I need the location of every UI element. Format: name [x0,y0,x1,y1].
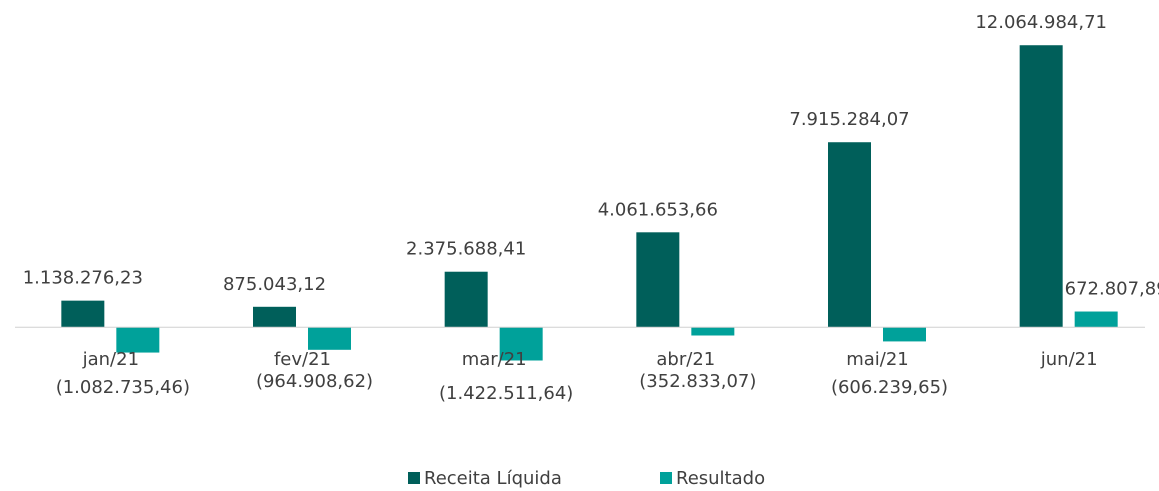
x-tick-label: mar/21 [462,349,527,370]
data-label: 1.138.276,23 [23,268,143,289]
data-label: (1.082.735,46) [56,377,190,398]
data-label: (964.908,62) [256,371,373,392]
data-label: (352.833,07) [639,371,756,392]
data-label: 12.064.984,71 [975,12,1107,33]
legend-swatch [660,472,672,484]
bar [116,327,160,353]
bar [444,271,488,328]
x-tick-label: fev/21 [274,349,331,370]
bar [61,300,105,328]
legend-label: Receita Líquida [424,468,562,489]
data-label: 2.375.688,41 [406,239,526,260]
bar [253,306,296,328]
x-tick-label: abr/21 [656,349,715,370]
data-label: (1.422.511,64) [439,383,573,404]
legend-swatch [408,472,420,484]
bar [828,142,871,328]
legend-label: Resultado [676,468,765,489]
x-tick-label: mai/21 [846,349,909,370]
bar [1074,311,1118,328]
data-label: 875.043,12 [223,274,326,295]
bar [499,327,543,361]
bar [691,327,735,336]
data-label: 672.807,89 [1065,279,1159,300]
bar [1019,45,1063,328]
bar [636,232,680,328]
bar [883,327,926,342]
data-label: (606.239,65) [831,377,948,398]
x-tick-label: jan/21 [82,349,139,370]
data-label: 4.061.653,66 [598,199,718,220]
bar [308,327,351,350]
x-tick-label: jun/21 [1040,349,1098,370]
data-label: 7.915.284,07 [789,109,909,130]
